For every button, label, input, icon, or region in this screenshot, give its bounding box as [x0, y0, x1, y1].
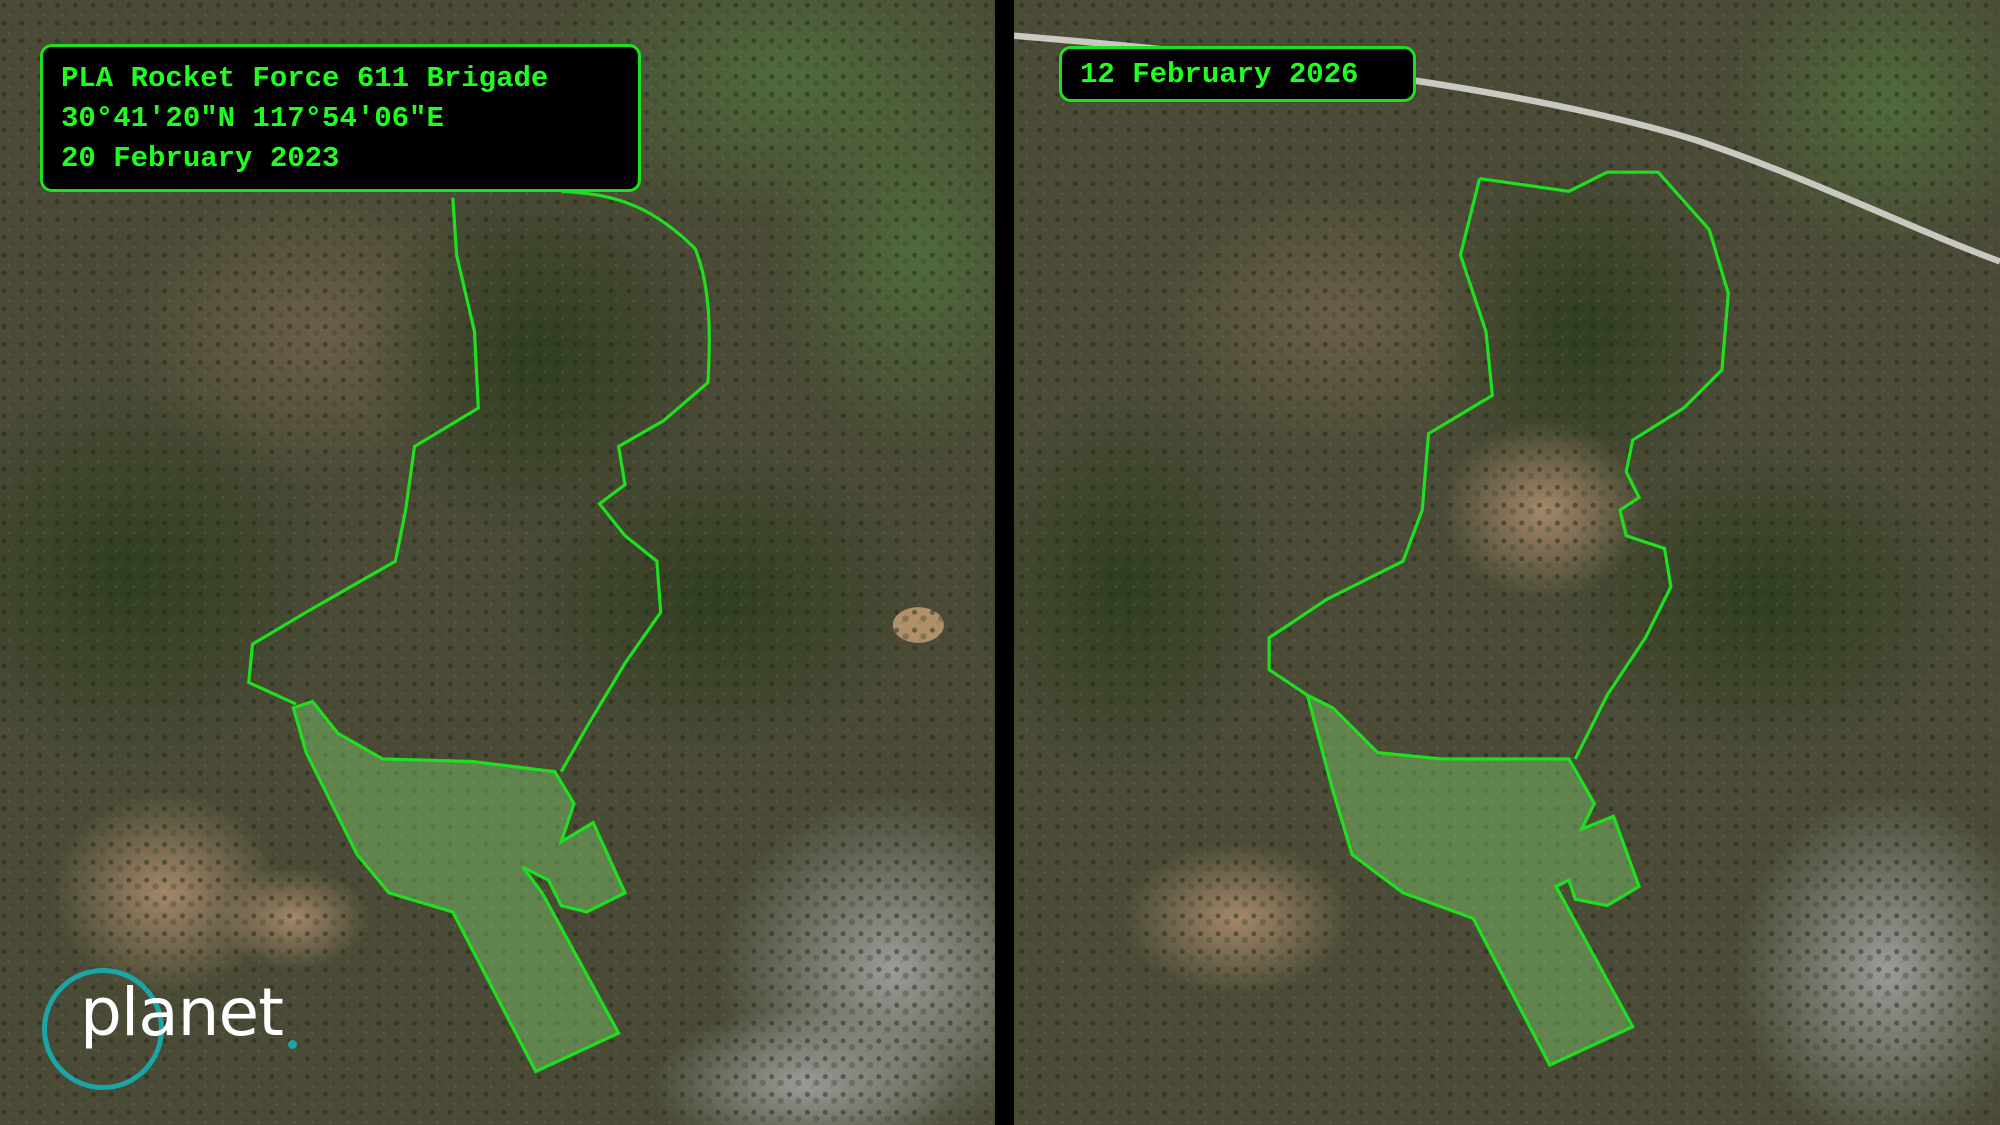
right-info-label: 12 February 2026 — [1059, 46, 1416, 102]
right-satellite-image — [969, 0, 2000, 1125]
left-base-area — [291, 699, 628, 1074]
planet-logo: planet — [42, 968, 362, 1098]
right-base-area — [1304, 692, 1641, 1068]
logo-dot-icon — [288, 1040, 297, 1049]
site-coordinates: 30°41'20"N 117°54'06"E — [61, 102, 444, 135]
left-site-outline — [247, 189, 711, 773]
panel-divider — [995, 0, 1014, 1125]
logo-ring-icon — [42, 968, 164, 1090]
left-image-date: 20 February 2023 — [61, 142, 340, 175]
right-site-outline — [1267, 170, 1730, 760]
left-info-label: PLA Rocket Force 611 Brigade 30°41'20"N 1… — [40, 44, 641, 192]
logo-text: planet — [80, 974, 284, 1051]
right-image-date: 12 February 2026 — [1080, 58, 1359, 91]
site-title: PLA Rocket Force 611 Brigade — [61, 62, 549, 95]
